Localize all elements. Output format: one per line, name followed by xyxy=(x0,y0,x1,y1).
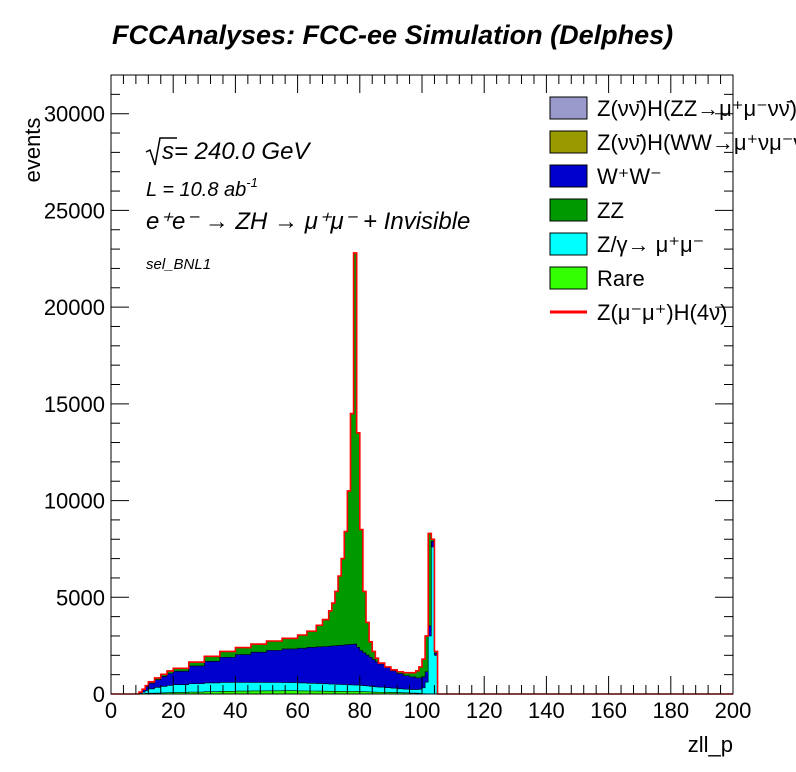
legend-label: Rare xyxy=(597,266,645,291)
legend-label: ZZ xyxy=(597,198,624,223)
x-tick-label: 180 xyxy=(652,698,689,723)
y-tick-label: 5000 xyxy=(56,585,105,610)
y-axis: 0 5000 10000 15000 20000 25000 30000 xyxy=(44,74,733,707)
legend-label: W⁺W⁻ xyxy=(597,164,662,189)
y-tick-label: 25000 xyxy=(44,198,105,223)
legend-label: Z/γ→ μ⁺μ⁻ xyxy=(597,232,704,257)
process-label: e⁺e⁻ → ZH → μ⁺μ⁻ + Invisible xyxy=(146,208,470,235)
sqrt-icon xyxy=(145,137,177,166)
y-tick-label: 0 xyxy=(93,682,105,707)
legend-swatch xyxy=(549,130,588,154)
legend-swatch xyxy=(549,198,588,222)
x-tick-label: 140 xyxy=(528,698,565,723)
y-tick-label: 20000 xyxy=(44,295,105,320)
y-tick-label: 15000 xyxy=(44,392,105,417)
x-tick-label: 20 xyxy=(161,698,185,723)
legend-swatch xyxy=(549,232,588,256)
x-tick-label: 100 xyxy=(404,698,441,723)
legend-swatch xyxy=(549,266,588,290)
x-axis-label: zll_p xyxy=(688,732,733,757)
layer-rare xyxy=(111,690,733,695)
chart-title: FCCAnalyses: FCC-ee Simulation (Delphes) xyxy=(112,20,674,50)
legend: Z(νν̄)H(ZZ→μ⁺μ⁻νν̄) Z(νν̄)H(WW→μ⁺νμ⁻ν̄) W⁺… xyxy=(549,96,796,325)
energy-lhs: s xyxy=(162,138,174,165)
y-tick-label: 10000 xyxy=(44,489,105,514)
legend-label: Z(νν̄)H(WW→μ⁺νμ⁻ν̄) xyxy=(597,130,796,155)
energy-rhs: = 240.0 GeV xyxy=(174,138,311,165)
x-tick-label: 60 xyxy=(285,698,309,723)
luminosity-label: L = 10.8 ab-1 xyxy=(146,175,258,201)
lumi-base: L = 10.8 ab xyxy=(146,179,246,201)
legend-label: Z(νν̄)H(ZZ→μ⁺μ⁻νν̄) xyxy=(597,96,796,121)
x-tick-label: 160 xyxy=(590,698,627,723)
x-tick-label: 40 xyxy=(223,698,247,723)
legend-swatch xyxy=(549,164,588,188)
x-axis: 0 20 40 60 80 100 120 140 160 180 200 xyxy=(105,75,751,723)
signal-line xyxy=(111,252,733,695)
y-tick-label: 30000 xyxy=(44,102,105,127)
x-tick-label: 0 xyxy=(105,698,117,723)
x-tick-label: 80 xyxy=(348,698,372,723)
energy-annotation: s = 240.0 GeV xyxy=(145,137,311,166)
legend-label: Z(μ⁻μ⁺)H(4ν) xyxy=(597,300,727,325)
x-tick-label: 200 xyxy=(715,698,752,723)
y-axis-label: events xyxy=(20,118,45,183)
lumi-exponent: -1 xyxy=(246,175,258,190)
selection-label: sel_BNL1 xyxy=(146,256,211,273)
x-tick-label: 120 xyxy=(466,698,503,723)
legend-swatch xyxy=(549,96,588,120)
